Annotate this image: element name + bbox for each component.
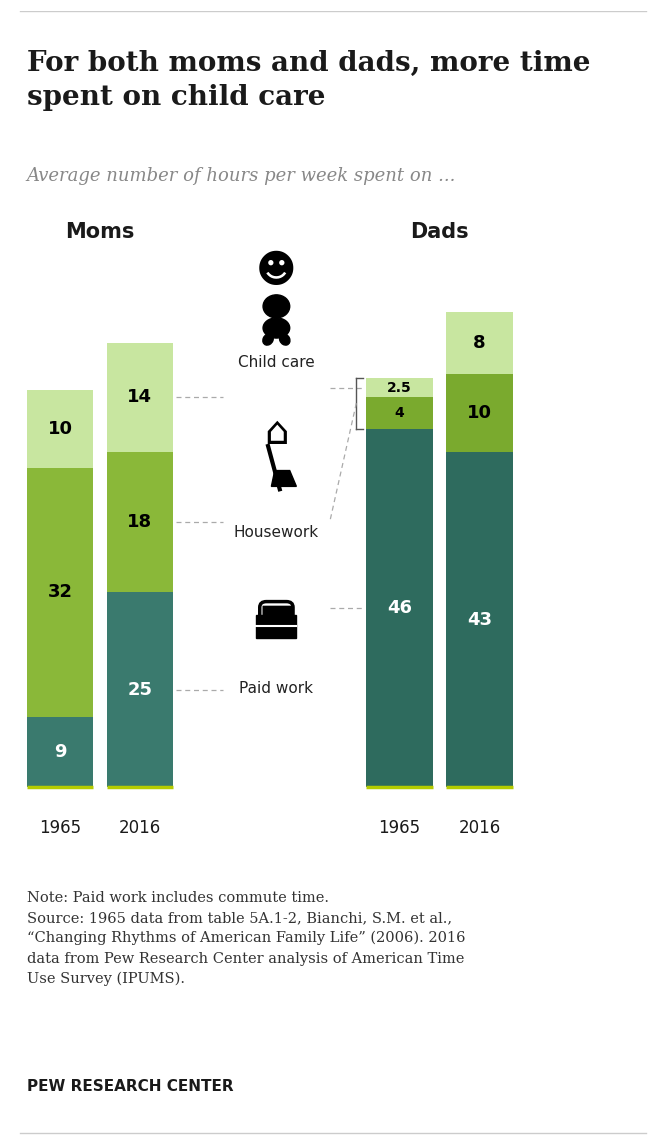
Bar [107, 593, 173, 787]
Text: 25: 25 [127, 681, 153, 699]
Text: 14: 14 [127, 388, 153, 407]
Bar [446, 375, 513, 452]
Text: 32: 32 [47, 584, 73, 602]
Text: Child care: Child care [238, 355, 315, 370]
Text: Paid work: Paid work [239, 681, 314, 695]
Bar [446, 312, 513, 375]
Bar [366, 397, 433, 428]
Text: Dads: Dads [410, 222, 469, 242]
Text: ☻: ☻ [256, 251, 296, 290]
Bar [446, 452, 513, 787]
Bar [107, 343, 173, 452]
Ellipse shape [280, 333, 290, 345]
Text: 46: 46 [387, 600, 412, 617]
Text: 18: 18 [127, 513, 153, 531]
Bar [107, 452, 173, 593]
Bar [27, 467, 93, 717]
Text: 10: 10 [467, 404, 492, 423]
Text: Average number of hours per week spent on ...: Average number of hours per week spent o… [27, 167, 456, 185]
Ellipse shape [263, 317, 290, 338]
Bar [366, 378, 433, 397]
Text: 2016: 2016 [119, 819, 161, 837]
Circle shape [263, 295, 290, 317]
Text: 9: 9 [54, 743, 66, 762]
Ellipse shape [263, 333, 273, 345]
Bar [366, 428, 433, 787]
Text: 4: 4 [395, 407, 404, 420]
Text: 8: 8 [474, 333, 486, 352]
Text: ▬: ▬ [258, 594, 295, 632]
Text: PEW RESEARCH CENTER: PEW RESEARCH CENTER [27, 1079, 233, 1094]
Text: 10: 10 [47, 419, 73, 437]
Text: 2.5: 2.5 [387, 380, 412, 395]
Bar [27, 717, 93, 787]
Text: 1965: 1965 [39, 819, 81, 837]
Text: Note: Paid work includes commute time.
Source: 1965 data from table 5A.1-2, Bian: Note: Paid work includes commute time. S… [27, 891, 465, 987]
Text: 2016: 2016 [458, 819, 501, 837]
Bar [256, 614, 296, 637]
Bar [27, 389, 93, 467]
Text: 1965: 1965 [378, 819, 421, 837]
Text: For both moms and dads, more time
spent on child care: For both moms and dads, more time spent … [27, 50, 590, 111]
Text: Housework: Housework [234, 524, 319, 539]
Text: 43: 43 [467, 611, 492, 629]
Polygon shape [272, 471, 296, 486]
Text: ⌂: ⌂ [264, 415, 288, 452]
Text: Moms: Moms [65, 222, 135, 242]
